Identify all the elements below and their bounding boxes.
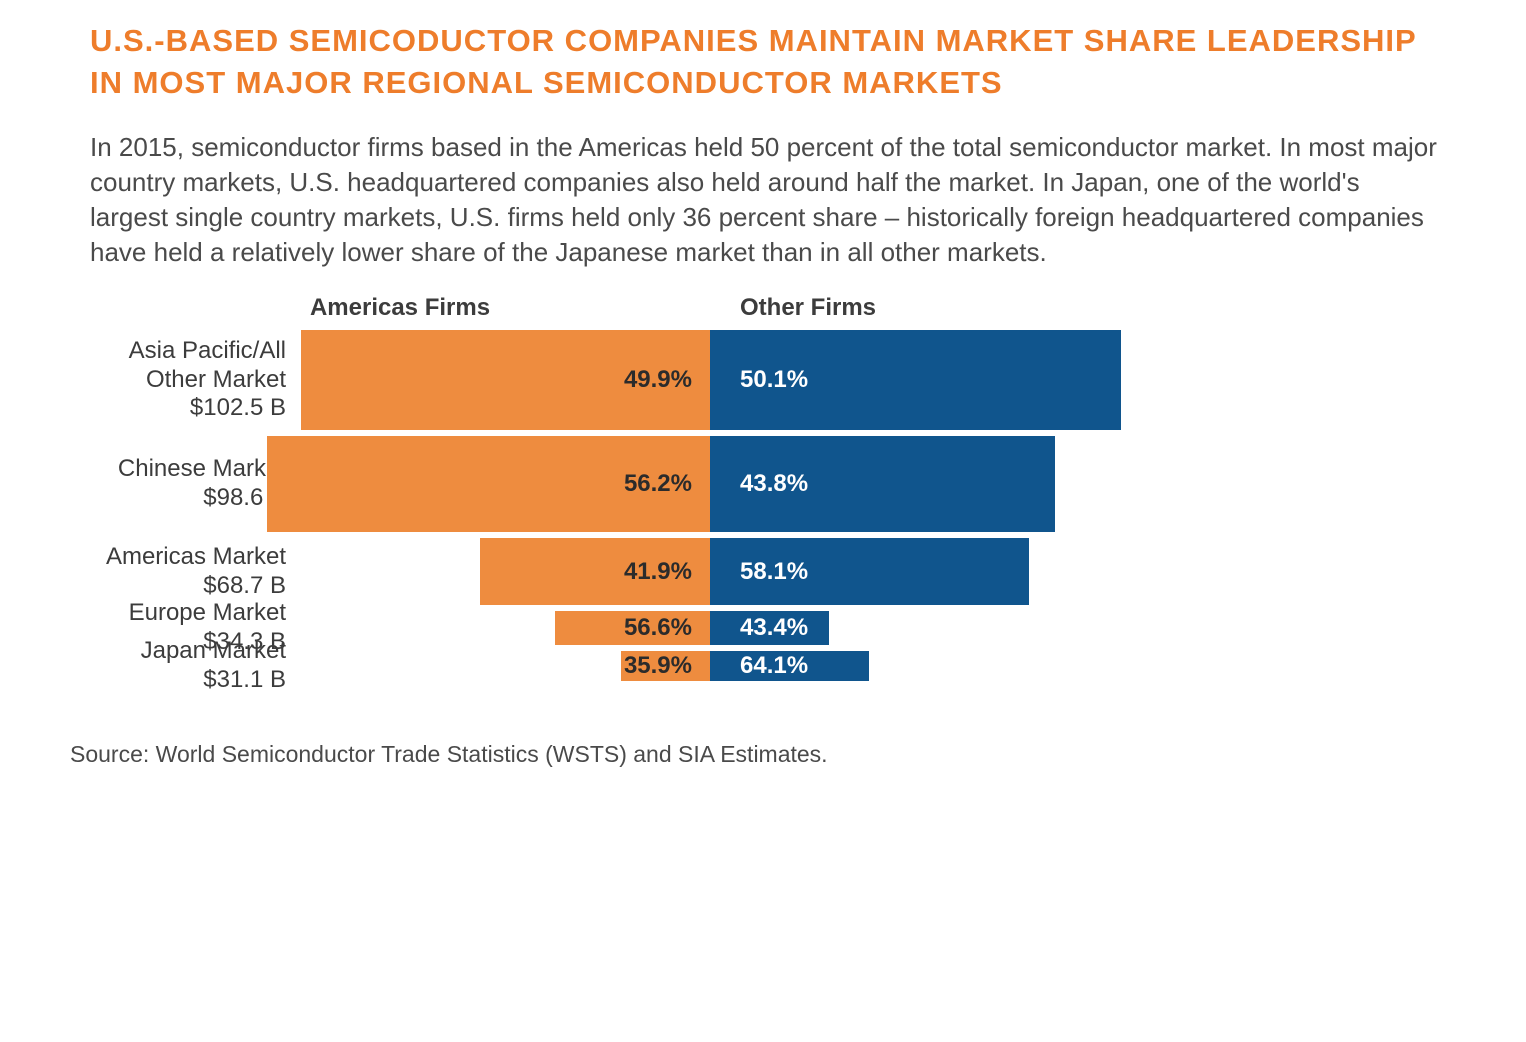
row-name: Asia Pacific/All Other Market (90, 337, 286, 395)
row-name: Chinese Market (90, 455, 286, 484)
row-name: Europe Market (90, 599, 286, 628)
chart-rows: Asia Pacific/All Other Market$102.5 B49.… (90, 330, 1456, 681)
chart-row: Asia Pacific/All Other Market$102.5 B49.… (90, 330, 1456, 430)
bar-americas-label: 56.6% (624, 614, 692, 642)
bar-other-label: 64.1% (740, 652, 808, 680)
bar-other: 43.8% (710, 436, 1055, 532)
bar-americas-label: 56.2% (624, 470, 692, 498)
row-name: Japan Market (90, 637, 286, 666)
bar-americas-label: 49.9% (624, 366, 692, 394)
bar-other-label: 43.4% (740, 614, 808, 642)
bar-americas-label: 35.9% (624, 652, 692, 680)
bar-other-label: 50.1% (740, 366, 808, 394)
chart-row: Americas Market$68.7 B 41.9% 58.1% (90, 538, 1456, 605)
bar-other-label: 58.1% (740, 558, 808, 586)
chart-title: U.S.-BASED SEMICODUCTOR COMPANIES MAINTA… (90, 20, 1456, 104)
row-name: Americas Market (90, 543, 286, 572)
bar-other: 43.4% (710, 611, 829, 644)
bar-other: 50.1% (710, 330, 1121, 430)
chart-row: Japan Market$31.1 B35.9%64.1% (90, 651, 1456, 681)
row-value: $31.1 B (90, 666, 286, 695)
bar-americas: 56.6% (555, 611, 710, 644)
bar-other: 58.1% (710, 538, 1029, 605)
bar-americas: 35.9% (621, 651, 710, 681)
col-header-right: Other Firms (710, 294, 1120, 322)
chart-description: In 2015, semiconductor firms based in th… (90, 130, 1440, 270)
row-label: Asia Pacific/All Other Market$102.5 B (90, 337, 300, 423)
bars-holder: 56.6% 43.4% (300, 611, 1456, 644)
chart-row: Chinese Market$98.6 B 56.2% 43.8% (90, 436, 1456, 532)
bars-holder: 41.9% 58.1% (300, 538, 1456, 605)
bar-americas: 41.9% (480, 538, 710, 605)
bar-americas: 56.2% (267, 436, 710, 532)
bar-other: 64.1% (710, 651, 869, 681)
bars-holder: 56.2% 43.8% (300, 436, 1456, 532)
column-headers: Americas Firms Other Firms (90, 294, 1456, 322)
row-label: Japan Market$31.1 B (90, 637, 300, 695)
bars-holder: 35.9% 64.1% (300, 651, 1456, 681)
source-line: Source: World Semiconductor Trade Statis… (70, 741, 1456, 768)
row-label: Americas Market$68.7 B (90, 543, 300, 601)
bar-americas: 49.9% (301, 330, 710, 430)
row-value: $102.5 B (90, 394, 286, 423)
market-share-chart: Americas Firms Other Firms Asia Pacific/… (90, 294, 1456, 681)
row-value: $68.7 B (90, 572, 286, 601)
col-header-left: Americas Firms (90, 294, 710, 322)
row-value: $98.6 B (90, 484, 286, 513)
bars-holder: 49.9% 50.1% (300, 330, 1456, 430)
bar-other-label: 43.8% (740, 470, 808, 498)
bar-americas-label: 41.9% (624, 558, 692, 586)
